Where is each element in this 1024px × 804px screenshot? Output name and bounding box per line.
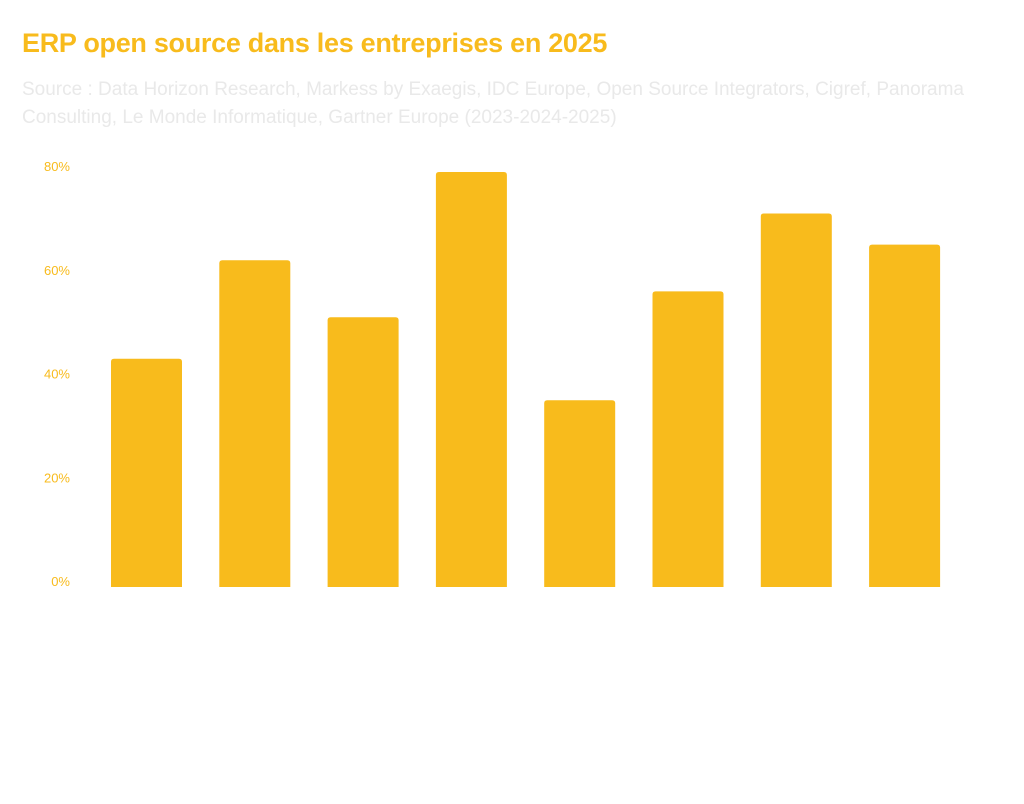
chart-subtitle: Source : Data Horizon Research, Markess … [22,79,964,128]
bar [435,172,507,587]
bar [219,260,291,587]
bar [327,317,399,587]
bar [111,358,182,587]
y-tick-label: 60% [44,263,70,278]
bar [760,213,832,587]
y-tick-label: 80% [44,159,70,174]
bar [652,291,724,587]
chart-title: ERP open source dans les entreprises en … [22,28,608,58]
y-tick-label: 40% [44,367,70,382]
y-tick-label: 0% [51,574,70,589]
y-tick-label: 20% [44,470,70,485]
bar [544,400,616,587]
bar [869,244,941,587]
